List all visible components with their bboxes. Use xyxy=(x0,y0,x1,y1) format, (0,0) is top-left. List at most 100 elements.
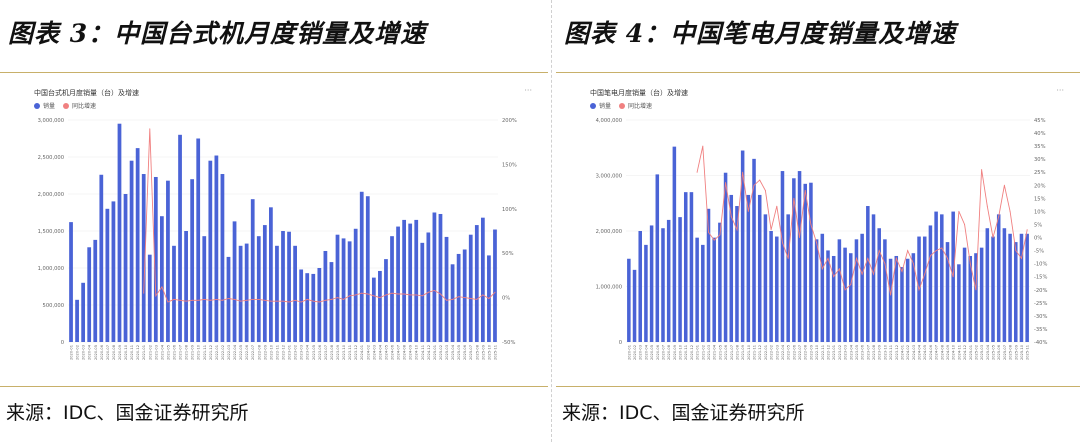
y-right-tick-label: 0% xyxy=(502,296,510,302)
bar xyxy=(718,222,722,342)
x-tick-label: 2023-04 xyxy=(306,344,310,360)
growth-point xyxy=(185,300,187,302)
x-tick-label: 2022-01 xyxy=(215,345,219,360)
x-tick-label: 2022-06 xyxy=(245,344,249,360)
bar xyxy=(854,239,859,342)
more-menu-icon[interactable]: ··· xyxy=(1056,86,1064,95)
bar xyxy=(335,234,340,342)
growth-point xyxy=(312,300,314,302)
bar xyxy=(81,282,86,342)
x-tick-label: 2020-01 xyxy=(627,345,631,360)
x-tick-label: 2021-08 xyxy=(185,344,189,360)
y-left-tick-label: 2,000,000 xyxy=(596,229,622,235)
growth-point xyxy=(234,298,236,300)
bar xyxy=(775,236,779,342)
x-tick-label: 2021-05 xyxy=(166,345,170,360)
y-right-tick-label: -25% xyxy=(1034,301,1047,307)
x-tick-label: 2025-03 xyxy=(445,345,449,360)
bar xyxy=(232,221,237,342)
x-tick-label: 2023-10 xyxy=(883,344,887,360)
bar xyxy=(1014,242,1018,342)
more-menu-icon[interactable]: ··· xyxy=(524,86,532,95)
legend-item-sales[interactable]: 销量 xyxy=(590,101,611,110)
growth-point xyxy=(821,268,823,270)
x-tick-label: 2025-11 xyxy=(1026,345,1030,360)
bar xyxy=(888,258,893,342)
bar xyxy=(809,182,813,342)
bar xyxy=(655,174,660,342)
growth-point xyxy=(867,257,869,259)
chart-plot-desktop: 0 500,000 1,000,000 1,500,000 2,000,000 2,500… xyxy=(38,118,517,360)
x-tick-label: 2020-04 xyxy=(644,344,648,360)
x-tick-label: 2024-06 xyxy=(929,344,933,360)
growth-point xyxy=(179,299,181,301)
growth-point xyxy=(964,223,966,225)
x-tick-label: 2024-01 xyxy=(360,345,364,360)
growth-point xyxy=(975,289,977,291)
growth-point xyxy=(986,205,988,207)
growth-point xyxy=(409,294,411,296)
bar xyxy=(426,232,431,342)
legend-dot-icon xyxy=(590,102,596,109)
x-tick-label: 2021-06 xyxy=(724,344,728,360)
bar xyxy=(974,253,978,342)
x-tick-label: 2023-07 xyxy=(324,345,328,360)
bar xyxy=(480,217,485,342)
y-right-tick-label: 200% xyxy=(502,118,517,124)
x-tick-label: 2024-01 xyxy=(900,345,904,360)
x-tick-label: 2022-08 xyxy=(804,344,808,360)
source-note: 来源：IDC、国金证券研究所 xyxy=(6,402,249,424)
bar xyxy=(269,207,273,342)
figure-panel-desktop: 图表 3：中国台式机月度销量及增速 中国台式机月度销量（台）及增速 ··· 销量… xyxy=(0,19,548,424)
bar xyxy=(317,268,322,342)
growth-point xyxy=(167,301,169,303)
bar xyxy=(184,231,188,342)
legend-item-sales[interactable]: 销量 xyxy=(34,101,55,110)
figure-title: 图表 4：中国笔电月度销量及增速 xyxy=(564,19,957,48)
legend-item-growth[interactable]: 同比增速 xyxy=(63,101,96,110)
chart-title: 中国笔电月度销量（台）及增速 xyxy=(590,89,688,97)
figure-panel-notebook: 图表 4：中国笔电月度销量及增速 中国笔电月度销量（台）及增速 ··· 销量 同… xyxy=(556,0,1080,442)
y-right-tick-label: 150% xyxy=(502,162,517,168)
bar xyxy=(968,255,973,342)
x-tick-label: 2022-05 xyxy=(239,345,243,360)
legend-dot-icon xyxy=(619,102,626,109)
x-tick-label: 2022-06 xyxy=(792,344,796,360)
bar xyxy=(843,247,847,342)
growth-point xyxy=(252,298,254,300)
growth-point xyxy=(696,171,698,173)
x-tick-label: 2023-08 xyxy=(872,344,876,360)
bar xyxy=(396,226,400,342)
x-tick-label: 2025-09 xyxy=(1014,344,1018,360)
y-left-tick-label: 2,000,000 xyxy=(38,192,64,198)
x-tick-label: 2023-11 xyxy=(348,345,352,360)
x-tick-label: 2023-02 xyxy=(838,345,842,360)
bar xyxy=(462,249,467,342)
bar xyxy=(323,250,328,342)
x-tick-label: 2020-11 xyxy=(684,345,688,360)
bar xyxy=(468,234,473,342)
chart-legend: 销量 同比增速 xyxy=(590,101,652,110)
growth-point xyxy=(764,190,766,192)
growth-point xyxy=(367,293,369,295)
bar xyxy=(214,155,219,342)
y-left-tick-label: 0 xyxy=(61,340,64,346)
x-tick-label: 2025-02 xyxy=(439,345,443,360)
title-rule xyxy=(556,72,1080,73)
x-tick-label: 2023-09 xyxy=(336,344,340,360)
growth-point xyxy=(476,298,478,300)
growth-point xyxy=(203,298,205,300)
y-left-tick-label: 3,000,000 xyxy=(38,118,64,124)
chart-plot-notebook: 0 1,000,000 2,000,000 3,000,000 4,000,000 -40… xyxy=(596,118,1048,360)
x-tick-label: 2021-09 xyxy=(741,344,745,360)
growth-point xyxy=(306,298,308,300)
bar xyxy=(848,253,853,342)
x-tick-label: 2023-10 xyxy=(342,344,346,360)
bar xyxy=(814,239,819,342)
legend-item-growth[interactable]: 同比增速 xyxy=(619,101,652,110)
x-tick-label: 2023-06 xyxy=(318,344,322,360)
bar xyxy=(141,174,146,342)
bar xyxy=(1025,233,1029,342)
x-tick-label: 2020-02 xyxy=(633,345,637,360)
x-tick-label: 2020-03 xyxy=(639,345,643,360)
